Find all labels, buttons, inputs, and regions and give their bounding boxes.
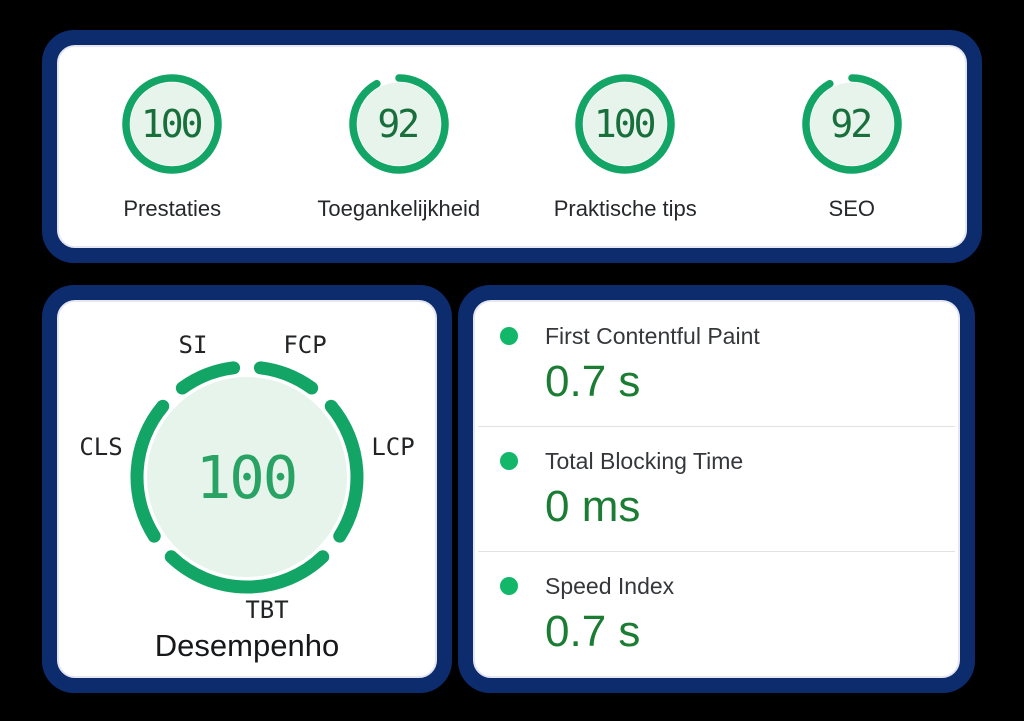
score-gauge: 100 (120, 72, 224, 176)
category-gauge-toegankelijkheid: 92 Toegankelijkheid (286, 72, 513, 222)
score-gauge-ring (349, 73, 449, 174)
metrics-card: First Contentful Paint 0.7 s Total Block… (458, 285, 975, 693)
metric-tag-si: SI (178, 331, 208, 359)
metric-value: 0.7 s (545, 606, 641, 656)
category-scores-card-body: 100 Prestaties 92 Toegankelijkheid 100 P… (57, 45, 967, 248)
category-gauge-praktische-tips: 100 Praktische tips (512, 72, 739, 222)
performance-gauge-ring (130, 361, 364, 594)
gauge-score-value: 100 (593, 101, 657, 146)
performance-card-title: Desempenho (154, 628, 340, 663)
gauge-category-label: Prestaties (123, 195, 222, 221)
metric-tag-cls: CLS (79, 433, 123, 461)
performance-score-value: 100 (195, 442, 299, 512)
metric-tag-tbt: TBT (245, 596, 289, 624)
gauge-score-value: 100 (140, 101, 204, 146)
metric-header: Total Blocking Time (475, 447, 958, 475)
metric-tag-fcp: FCP (283, 331, 327, 359)
score-gauge-ring (575, 73, 675, 174)
gauge-category-label: Praktische tips (553, 195, 697, 221)
metric-tag-lcp: LCP (371, 433, 415, 461)
metric-row-si: Speed Index 0.7 s (475, 552, 958, 676)
category-scores-card: 100 Prestaties 92 Toegankelijkheid 100 P… (42, 30, 982, 263)
metric-pass-dot-icon (500, 326, 518, 345)
metric-name: Speed Index (545, 572, 675, 599)
metric-row-fcp: First Contentful Paint 0.7 s (475, 302, 958, 426)
score-gauge: 92 (347, 72, 451, 176)
metric-row-tbt: Total Blocking Time 0 ms (475, 427, 958, 551)
metric-header: First Contentful Paint (475, 322, 958, 350)
gauge-category-label: Toegankelijkheid (317, 195, 481, 221)
metric-name: First Contentful Paint (545, 322, 760, 349)
metric-header: Speed Index (475, 572, 958, 600)
score-gauge: 92 (800, 72, 904, 176)
metric-pass-dot-icon (500, 576, 518, 595)
score-gauge-ring (122, 73, 222, 174)
performance-gauge-card: 100 SI FCP CLS LCP TBT Desempenho (42, 285, 452, 693)
gauge-score-value: 92 (377, 101, 420, 146)
row-divider (478, 551, 955, 552)
gauge-score-value: 92 (830, 101, 873, 146)
row-divider (478, 426, 955, 427)
metrics-card-body: First Contentful Paint 0.7 s Total Block… (473, 300, 960, 678)
metric-pass-dot-icon (500, 451, 518, 470)
score-gauge-ring (802, 73, 902, 174)
category-gauge-prestaties: 100 Prestaties (59, 72, 286, 222)
gauge-category-label: SEO (828, 195, 875, 221)
score-gauge: 100 (573, 72, 677, 176)
category-gauge-seo: 92 SEO (739, 72, 966, 222)
metric-value: 0.7 s (545, 356, 641, 406)
metric-value: 0 ms (545, 481, 641, 531)
performance-gauge-card-body: 100 SI FCP CLS LCP TBT Desempenho (57, 300, 437, 678)
metric-name: Total Blocking Time (545, 447, 744, 474)
